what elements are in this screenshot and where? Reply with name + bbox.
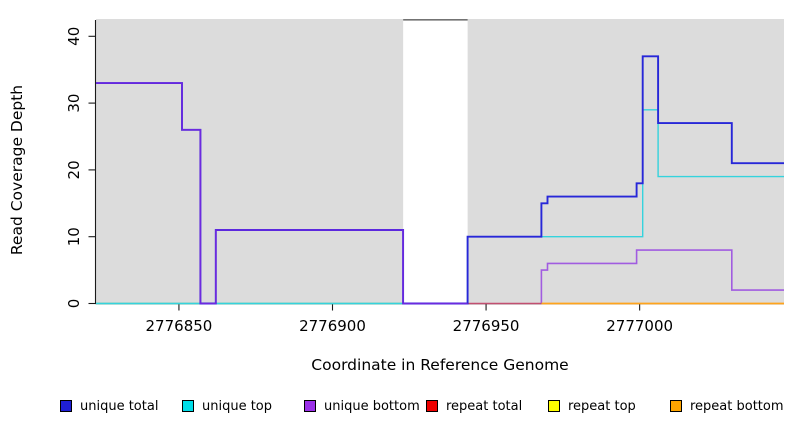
x-tick-label: 2776900 <box>299 317 366 335</box>
unique-top-swatch-icon <box>182 400 194 412</box>
x-tick-label: 2776850 <box>146 317 213 335</box>
legend-item-unique-top: unique top <box>182 398 272 414</box>
series-layer <box>96 55 784 305</box>
repeat-top-swatch-icon <box>548 400 560 412</box>
legend-item-unique-bottom: unique bottom <box>304 398 420 414</box>
legend-label: unique bottom <box>324 398 420 414</box>
y-tick-label: 0 <box>65 299 83 309</box>
legend-label: repeat total <box>446 398 523 414</box>
repeat-total-swatch-icon <box>426 400 438 412</box>
legend-label: unique top <box>202 398 273 414</box>
unique-bottom-swatch-icon <box>304 400 316 412</box>
y-tick-label: 10 <box>65 227 83 246</box>
x-tick-label: 2777000 <box>606 317 673 335</box>
axis-ticks: 2776850 2776900 2776950 2777000 0 10 20 30 40 <box>65 27 673 335</box>
y-tick-label: 40 <box>65 27 83 46</box>
unique-total-swatch-icon <box>60 400 72 412</box>
series-unique-bottom <box>540 249 784 304</box>
legend-item-repeat-top: repeat top <box>548 398 636 414</box>
y-axis-title: Read Coverage Depth <box>8 85 26 255</box>
legend-item-repeat-bottom: repeat bottom <box>670 398 784 414</box>
legend-item-unique-total: unique total <box>60 398 158 414</box>
legend-label: repeat top <box>568 398 636 414</box>
series-unique-bottom <box>96 82 468 305</box>
coverage-gap-band <box>403 19 468 304</box>
legend: unique total unique top unique bottom re… <box>0 398 792 422</box>
y-tick-label: 20 <box>65 160 83 179</box>
legend-item-repeat-total: repeat total <box>426 398 522 414</box>
y-tick-label: 30 <box>65 94 83 113</box>
repeat-bottom-swatch-icon <box>670 400 682 412</box>
x-axis-title: Coordinate in Reference Genome <box>311 356 568 374</box>
legend-label: repeat bottom <box>690 398 784 414</box>
x-tick-label: 2776950 <box>453 317 520 335</box>
legend-label: unique total <box>80 398 159 414</box>
